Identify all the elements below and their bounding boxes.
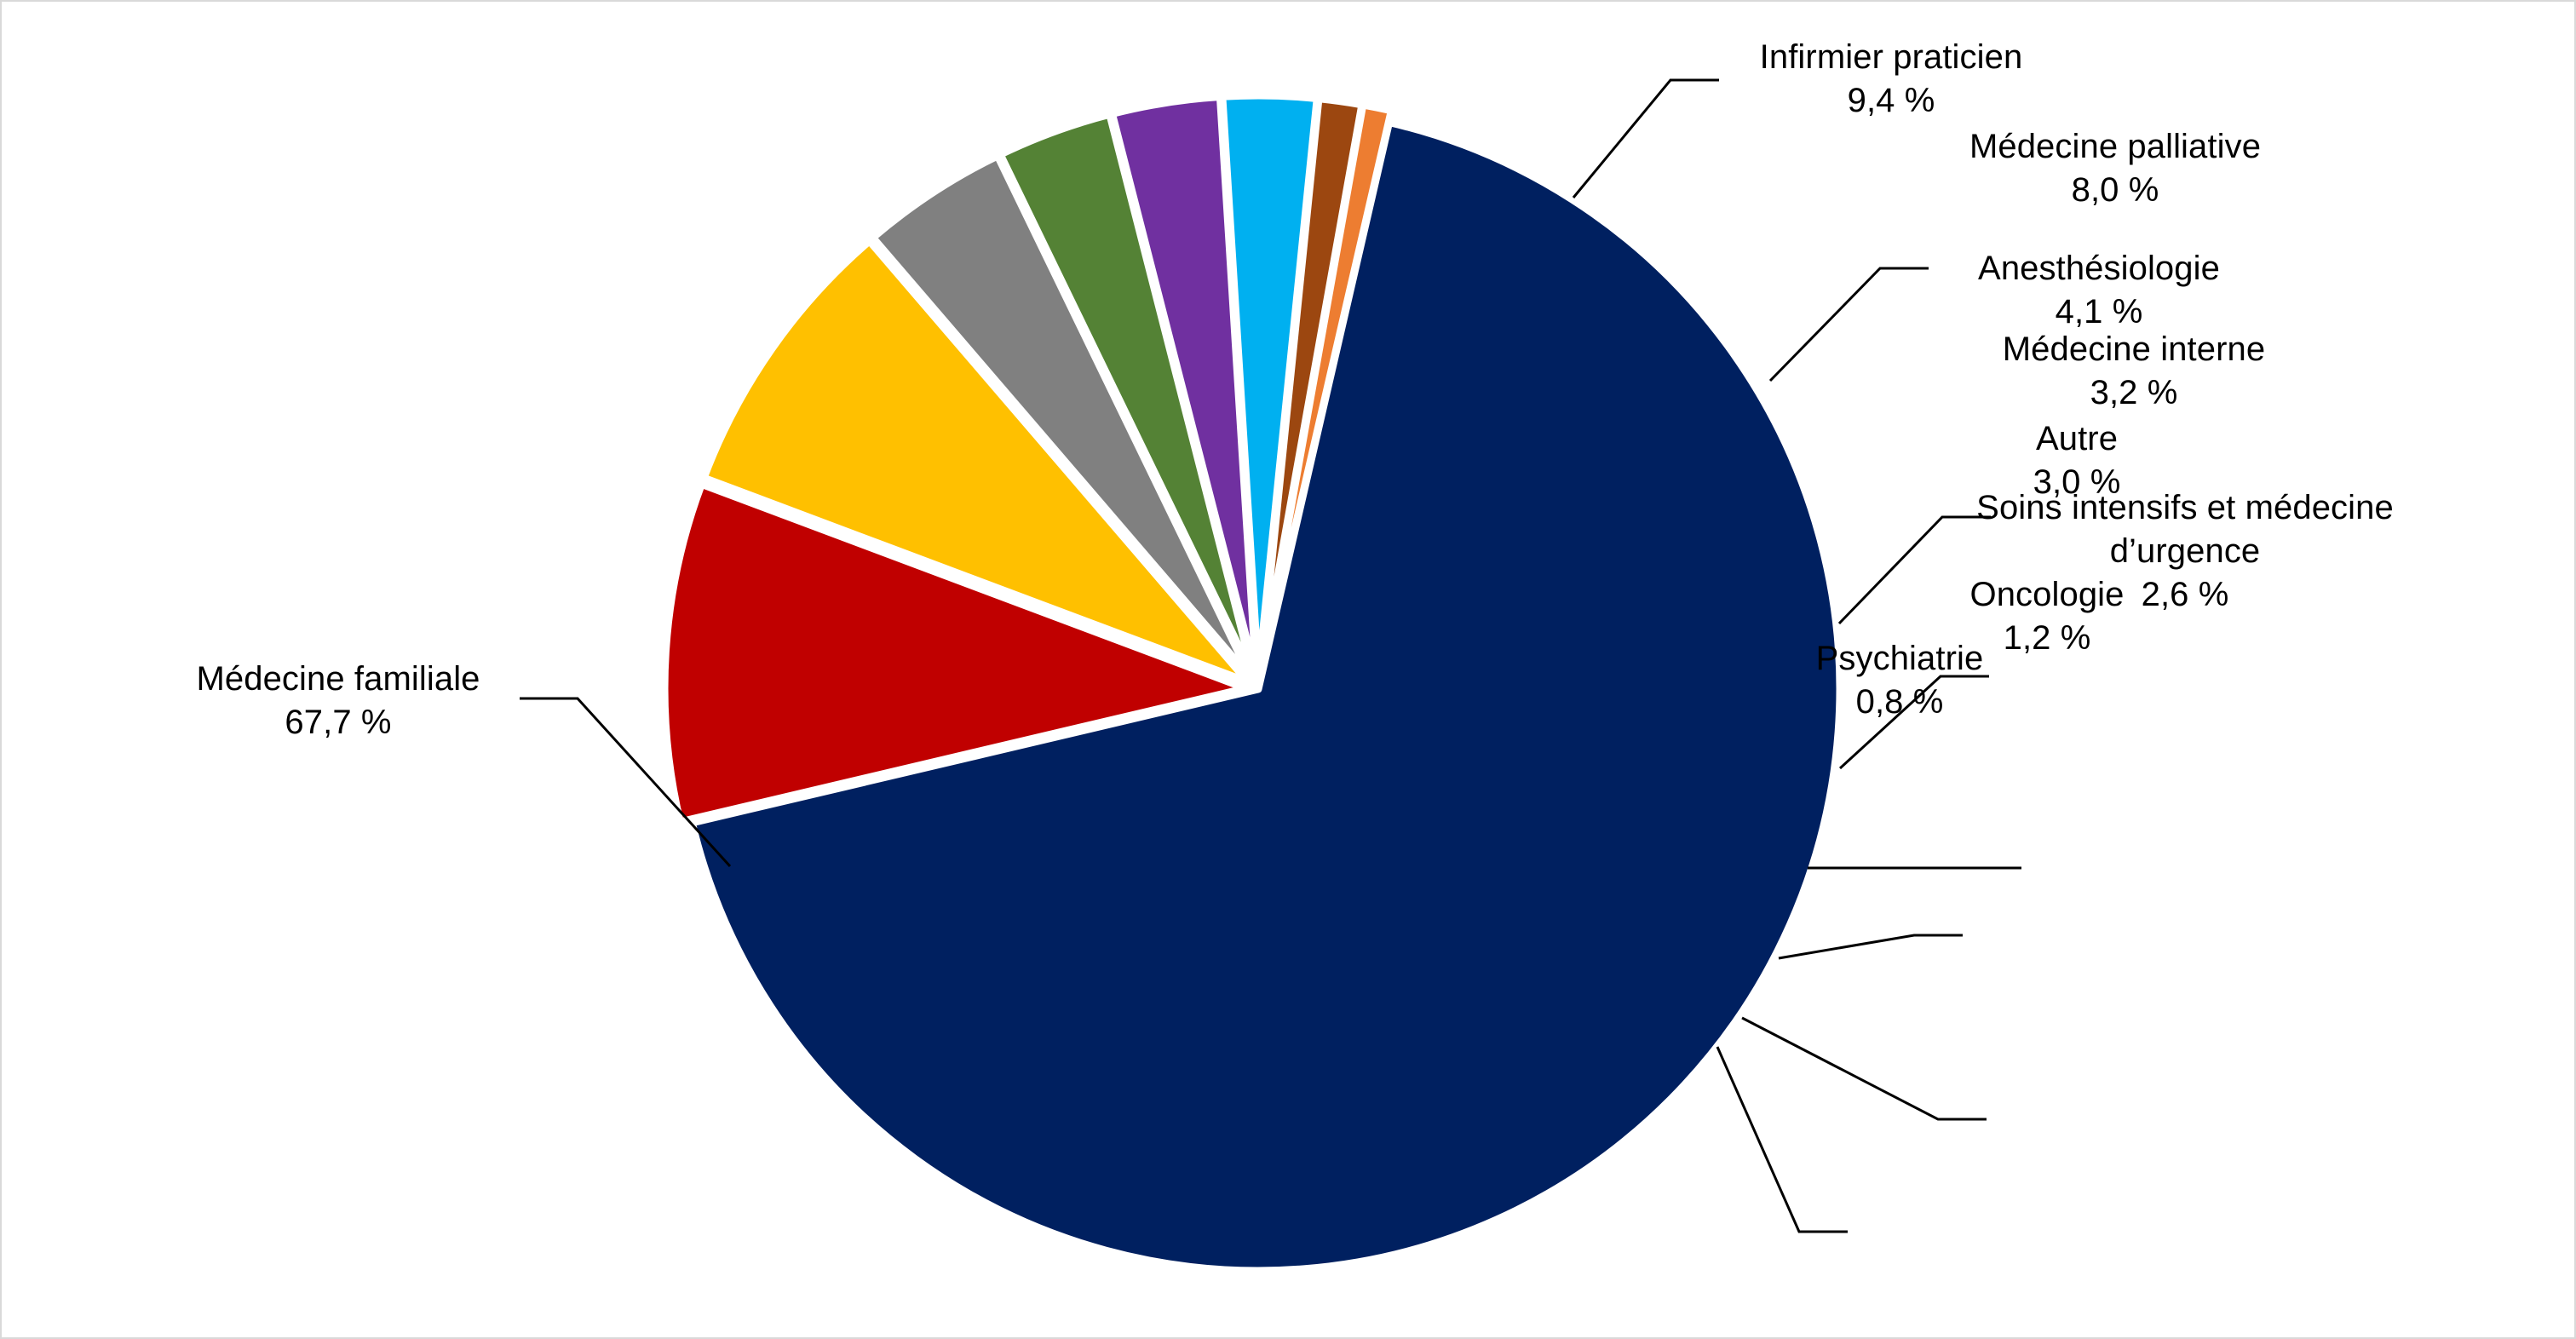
slice-label-name: Médecine palliative <box>1969 128 2262 165</box>
slice-label-value: 9,4 % <box>1847 82 1935 120</box>
pie-slice[interactable] <box>1256 101 1395 681</box>
slice-label-name: Infirmier praticien <box>1759 38 2023 76</box>
slice-label-value: 1,2 % <box>2003 619 2091 658</box>
slice-label-value: 0,8 % <box>1855 683 1944 721</box>
slice-label: Autre 3,0 % <box>2033 417 2121 504</box>
slice-label-value: 3,0 % <box>2033 463 2121 502</box>
slice-label-name: Autre <box>2035 420 2119 457</box>
slice-label: Infirmier praticien 9,4 % <box>1760 36 2023 123</box>
leader-line <box>1741 1016 1987 1121</box>
slice-label: Oncologie 1,2 % <box>1969 573 2124 660</box>
slice-label-name: Médecine familiale <box>196 660 480 698</box>
pie-slice[interactable] <box>868 152 1256 683</box>
slice-label-value: 67,7 % <box>285 704 392 742</box>
pie-slice-group <box>660 91 1844 1275</box>
slice-label: Médecine palliative 8,0 % <box>1969 125 2261 212</box>
slice-label: Soins intensifs et médecine d’urgence 2,6 … <box>1976 486 2394 618</box>
leader-line <box>1838 675 1989 770</box>
slice-label-name: Psychiatrie <box>1815 640 1984 677</box>
slice-label-name: d’urgence <box>2109 532 2261 571</box>
slice-label: Médecine familiale 67,7 % <box>196 658 480 744</box>
leader-line <box>1716 1046 1848 1233</box>
slice-label-value: 3,2 % <box>2090 374 2178 412</box>
slice-label-name: Médecine interne <box>2002 330 2266 368</box>
leader-line <box>520 697 732 868</box>
slice-label-value: 4,1 % <box>2055 293 2143 331</box>
pie-slice[interactable] <box>687 118 1844 1275</box>
leader-line <box>1778 934 1963 960</box>
slice-label-name: Anesthésiologie <box>1978 250 2220 287</box>
slice-label-name: Oncologie <box>1969 576 2125 613</box>
leader-line <box>1572 78 1719 198</box>
pie-slice[interactable] <box>660 480 1251 826</box>
leader-line-group <box>520 78 2021 1233</box>
slice-label-value: 8,0 % <box>2071 171 2159 210</box>
slice-label: Psychiatrie 0,8 % <box>1816 637 1984 724</box>
slice-label-name: Soins intensifs et médecine <box>1976 489 2394 526</box>
slice-label: Anesthésiologie 4,1 % <box>1978 247 2220 334</box>
slice-label-value: 2,6 % <box>2141 576 2229 614</box>
leader-line <box>1837 515 1991 625</box>
leader-line <box>1768 267 1929 382</box>
slice-label: Médecine interne 3,2 % <box>2003 328 2265 415</box>
pie-slice[interactable] <box>699 237 1253 687</box>
